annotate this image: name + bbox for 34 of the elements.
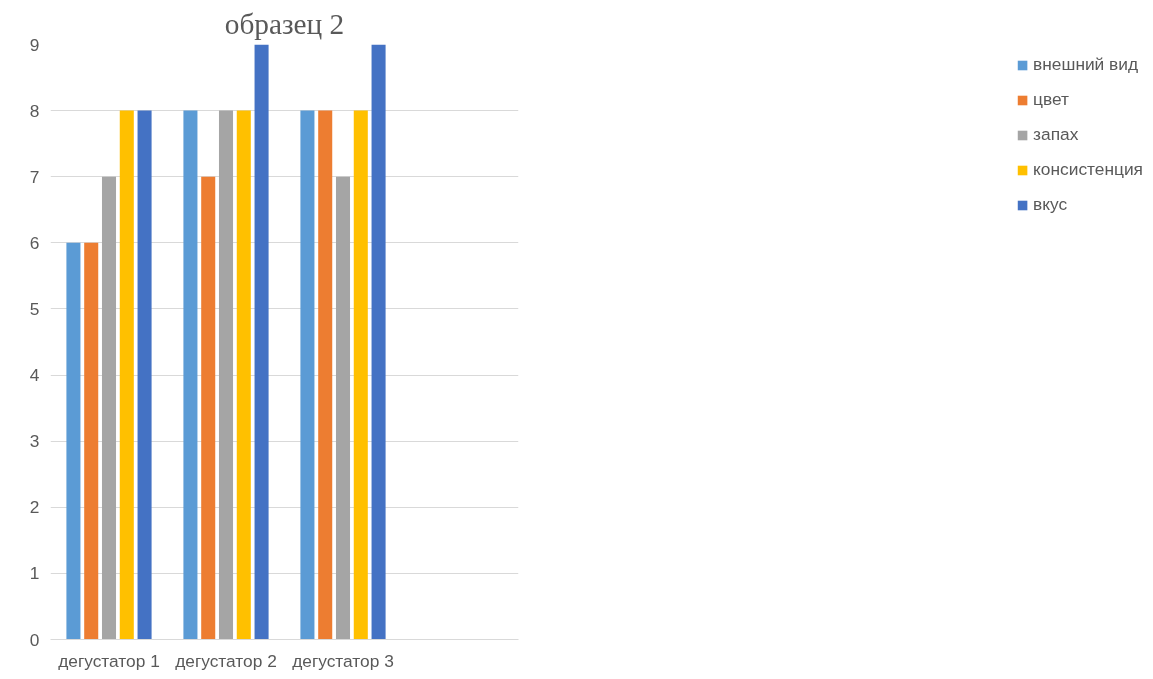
y-tick-label: 8 [29, 100, 40, 121]
x-tick-label: дегустатор 2 [175, 650, 277, 671]
y-tick-label: 3 [29, 431, 40, 452]
bar [84, 242, 99, 640]
chart-title: образец 2 [224, 7, 345, 40]
y-tick-label: 6 [29, 232, 40, 253]
bar [254, 44, 269, 640]
bar [371, 44, 386, 640]
y-tick-label: 7 [29, 166, 40, 187]
x-tick-label: дегустатор 1 [58, 650, 160, 671]
y-tick-label: 2 [29, 497, 40, 518]
bar [218, 110, 234, 640]
bar [335, 176, 351, 640]
legend-label: вкус [1033, 194, 1068, 215]
bar [201, 176, 216, 640]
bar [66, 242, 81, 640]
legend-label: запах [1033, 124, 1079, 145]
bar [183, 110, 198, 640]
y-tick-label: 9 [29, 34, 40, 55]
bar [236, 110, 251, 640]
y-tick-label: 1 [29, 563, 40, 584]
bar [137, 110, 152, 640]
legend-label: консистенция [1033, 159, 1143, 180]
y-tick-label: 0 [29, 629, 40, 650]
bar [353, 110, 368, 640]
x-tick-label: дегустатор 3 [292, 650, 394, 671]
bar [101, 176, 117, 640]
bar [318, 110, 333, 640]
bar [300, 110, 315, 640]
legend-label: цвет [1033, 89, 1069, 110]
bar [119, 110, 134, 640]
y-tick-label: 4 [29, 365, 40, 386]
legend-label: внешний вид [1033, 54, 1139, 75]
y-tick-label: 5 [29, 298, 40, 319]
